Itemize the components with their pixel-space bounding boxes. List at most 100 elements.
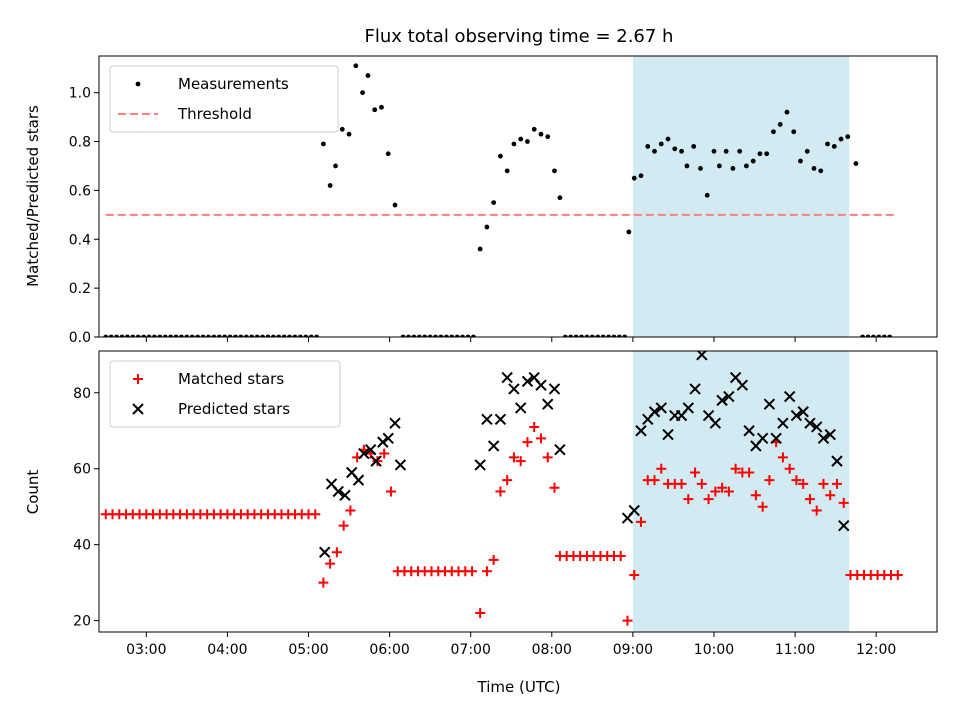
data-point xyxy=(790,409,803,422)
data-point xyxy=(626,229,632,235)
data-point xyxy=(691,144,697,149)
data-point xyxy=(511,141,517,147)
data-point xyxy=(557,195,563,201)
data-point xyxy=(783,390,796,403)
data-point xyxy=(365,73,371,78)
data-point xyxy=(791,475,802,486)
data-point xyxy=(622,334,628,337)
data-point xyxy=(568,334,574,337)
data-point xyxy=(525,139,530,144)
y-axis-label: Matched/Predicted stars xyxy=(24,105,42,287)
data-point xyxy=(763,398,776,410)
data-point xyxy=(260,334,265,337)
data-point xyxy=(679,148,684,154)
data-point xyxy=(709,417,722,429)
data-point xyxy=(655,402,667,414)
data-point xyxy=(135,334,141,337)
data-point xyxy=(579,334,584,337)
data-point xyxy=(438,334,444,337)
y-tick-label: 0.8 xyxy=(69,135,91,151)
data-point xyxy=(831,455,843,467)
data-point xyxy=(310,509,321,520)
data-point xyxy=(606,334,611,337)
data-point xyxy=(416,334,422,337)
data-point xyxy=(382,432,394,445)
data-point xyxy=(825,141,830,147)
legend-box xyxy=(109,65,339,133)
data-point xyxy=(730,166,736,171)
data-point xyxy=(611,334,617,337)
data-point xyxy=(584,334,590,337)
data-point xyxy=(303,334,309,337)
data-point xyxy=(804,148,810,154)
data-point xyxy=(549,482,560,493)
data-point xyxy=(757,501,768,512)
top-panel: 0.0 0.2 0.4 0.6 0.8 1.0 Matched/Predicted star… xyxy=(24,55,938,346)
data-point xyxy=(333,163,338,169)
data-point xyxy=(249,334,255,337)
data-point xyxy=(595,334,601,337)
data-point xyxy=(332,485,344,498)
data-point xyxy=(124,334,130,337)
data-point xyxy=(297,334,303,337)
data-point xyxy=(703,494,714,505)
data-point xyxy=(103,334,109,337)
data-point xyxy=(831,478,842,489)
data-point xyxy=(179,334,184,337)
data-point xyxy=(270,334,276,337)
data-point xyxy=(831,144,837,149)
data-point xyxy=(838,497,849,508)
data-series xyxy=(100,351,903,626)
shaded-region xyxy=(632,56,850,337)
x-tick-label: 06:00 xyxy=(369,642,409,658)
x-tick-label: 10:00 xyxy=(694,642,734,658)
data-point xyxy=(353,63,359,69)
data-point xyxy=(750,158,756,164)
data-point xyxy=(818,478,829,489)
data-point xyxy=(757,151,763,157)
data-point xyxy=(535,379,547,391)
data-point xyxy=(108,334,114,337)
data-point xyxy=(508,383,520,395)
legend-marker xyxy=(132,403,144,415)
data-point xyxy=(723,390,735,403)
data-point xyxy=(265,334,271,337)
data-point xyxy=(168,334,174,337)
data-point xyxy=(871,334,876,337)
data-point xyxy=(649,475,660,486)
data-point xyxy=(385,151,391,157)
data-series xyxy=(103,63,893,337)
data-point xyxy=(385,486,396,497)
data-point xyxy=(491,200,497,206)
data-point xyxy=(392,202,398,208)
data-point xyxy=(474,459,486,471)
data-point xyxy=(784,109,790,115)
legend-label: Matched stars xyxy=(178,370,284,388)
data-point xyxy=(798,158,803,164)
data-point xyxy=(638,173,644,179)
legend-marker xyxy=(133,374,143,384)
data-point xyxy=(542,452,553,463)
data-point xyxy=(892,570,903,581)
x-tick-label: 12:00 xyxy=(856,642,896,658)
data-point xyxy=(562,334,568,337)
data-point xyxy=(764,475,775,486)
data-point xyxy=(672,146,678,152)
data-point xyxy=(717,482,728,493)
data-point xyxy=(238,334,244,337)
data-point xyxy=(887,334,893,337)
data-point xyxy=(535,433,546,444)
y-tick-label: 0.4 xyxy=(69,232,91,248)
data-point xyxy=(443,334,449,337)
data-point xyxy=(152,334,157,337)
data-point xyxy=(865,334,871,337)
data-point xyxy=(454,334,460,337)
legend-box xyxy=(109,360,341,428)
data-point xyxy=(325,558,336,569)
data-point xyxy=(683,494,694,505)
data-point xyxy=(514,402,527,414)
data-point xyxy=(845,134,851,140)
data-point xyxy=(352,474,365,486)
data-point xyxy=(146,334,152,337)
